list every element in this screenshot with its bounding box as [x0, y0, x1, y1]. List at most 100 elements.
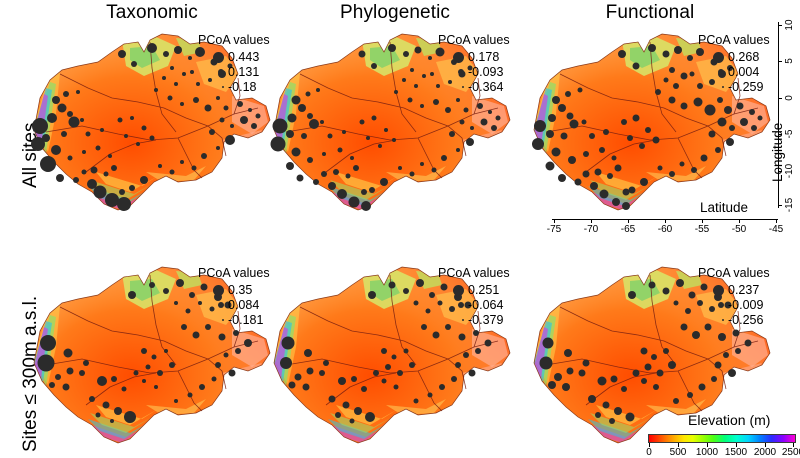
legend-row-mid: 0.084	[198, 298, 270, 313]
legend-dot-large	[698, 284, 724, 296]
legend-value-mid: 0.131	[228, 64, 260, 79]
legend-value-small: -0.379	[468, 312, 504, 327]
y-tick	[778, 61, 782, 62]
legend-value-large: 0.237	[728, 282, 760, 297]
legend-value-large: 0.178	[468, 49, 500, 64]
y-tick	[778, 134, 782, 135]
y-tick	[778, 98, 782, 99]
legend-value-large: 0.443	[228, 49, 260, 64]
legend-row-large: 0.268	[698, 50, 770, 65]
colorbar-tick	[678, 443, 679, 447]
y-tick-label: 0	[784, 95, 795, 101]
legend-row-small: -0.181	[198, 313, 270, 328]
legend-dot-large	[198, 284, 224, 296]
y-tick-label: -15	[784, 197, 795, 213]
legend-dot-mid	[698, 302, 724, 308]
y-tick-label: 5	[784, 58, 795, 64]
size-legend-low-taxonomic: PCoA values 0.35 0.084 -0.181	[198, 267, 270, 328]
legend-row-large: 0.251	[438, 283, 510, 298]
colorbar-tick	[765, 443, 766, 447]
legend-row-small: -0.259	[698, 80, 770, 95]
panel-all-phylogenetic: PCoA values 0.178 -0.093 -0.364	[266, 22, 516, 217]
x-tick	[554, 219, 555, 223]
elevation-colorbar: 0 500 1000 1500 2000 2500	[646, 434, 800, 458]
legend-row-large: 0.35	[198, 283, 270, 298]
colorbar-tick-label: 1000	[695, 447, 719, 458]
size-legend-low-functional: PCoA values 0.237 -0.009 -0.256	[698, 267, 770, 328]
legend-value-mid: -0.064	[468, 297, 504, 312]
x-tick	[591, 219, 592, 223]
legend-value-small: -0.364	[468, 79, 504, 94]
legend-dot-large	[438, 284, 464, 296]
size-legend-all-phylogenetic: PCoA values 0.178 -0.093 -0.364	[438, 34, 510, 95]
colorbar-tick-label: 1500	[724, 447, 748, 458]
legend-row-mid: -0.064	[438, 298, 510, 313]
legend-value-mid: 0.084	[228, 297, 260, 312]
colorbar-tick-label: 2000	[753, 447, 777, 458]
size-legend-all-functional: PCoA values 0.268 0.004 -0.259	[698, 34, 770, 95]
pcoa-points-low-taxonomic	[37, 279, 252, 423]
pcoa-points-all-taxonomic	[31, 43, 261, 211]
map-raster-low-phylogenetic	[266, 255, 516, 450]
longitude-axis-title: Longitude	[770, 122, 785, 182]
legend-dot-mid	[698, 69, 724, 75]
legend-row-mid: 0.131	[198, 65, 270, 80]
y-tick	[778, 25, 782, 26]
panel-low-functional: PCoA values 0.237 -0.009 -0.256	[526, 255, 776, 450]
x-tick-label: -65	[620, 224, 636, 235]
panel-all-taxonomic: PCoA values 0.443 0.131 -0.18	[26, 22, 276, 217]
legend-row-mid: -0.093	[438, 65, 510, 80]
size-legend-all-taxonomic: PCoA values 0.443 0.131 -0.18	[198, 34, 270, 95]
x-tick-label: -75	[546, 224, 562, 235]
colorbar-tick	[707, 443, 708, 447]
legend-row-small: -0.364	[438, 80, 510, 95]
legend-row-large: 0.237	[698, 283, 770, 298]
legend-dot-large	[438, 51, 464, 63]
legend-dot-mid	[198, 69, 224, 75]
pcoa-points-all-phylogenetic	[270, 44, 501, 211]
legend-value-small: -0.256	[728, 312, 764, 327]
x-tick-label: -45	[768, 224, 784, 235]
legend-dot-small	[698, 86, 724, 88]
legend-row-mid: -0.009	[698, 298, 770, 313]
legend-dot-mid	[438, 302, 464, 308]
x-tick-label: -55	[694, 224, 710, 235]
pcoa-points-all-functional	[532, 44, 763, 210]
colorbar-gradient	[648, 434, 796, 443]
legend-dot-small	[198, 86, 224, 88]
panel-low-phylogenetic: PCoA values 0.251 -0.064 -0.379	[266, 255, 516, 450]
x-tick	[628, 219, 629, 223]
pcoa-points-low-functional	[539, 279, 752, 424]
legend-value-large: 0.35	[228, 282, 253, 297]
latitude-axis: -75 -70 -65 -60 -55 -50 -45	[547, 219, 783, 239]
legend-row-large: 0.178	[438, 50, 510, 65]
panel-all-functional: PCoA values 0.268 0.004 -0.259	[526, 22, 776, 217]
colorbar-tick	[793, 443, 794, 447]
x-tick	[702, 219, 703, 223]
panel-low-taxonomic: PCoA values 0.35 0.084 -0.181	[26, 255, 276, 450]
legend-dot-large	[698, 51, 724, 63]
colorbar-tick-label: 0	[646, 447, 652, 458]
x-tick	[665, 219, 666, 223]
y-tick-label: -10	[784, 163, 795, 179]
legend-dot-small	[438, 319, 464, 321]
legend-dot-small	[198, 319, 224, 321]
y-tick	[778, 205, 782, 206]
y-tick-label: 10	[784, 19, 795, 31]
colorbar-title: Elevation (m)	[688, 412, 771, 428]
legend-value-mid: -0.093	[468, 64, 504, 79]
latitude-axis-title: Latitude	[700, 200, 749, 215]
column-title-functional: Functional	[605, 2, 695, 23]
legend-dot-small	[438, 86, 464, 88]
column-title-phylogenetic: Phylogenetic	[340, 2, 450, 23]
legend-title: PCoA values	[198, 266, 270, 280]
legend-value-small: -0.18	[228, 79, 257, 94]
legend-row-small: -0.379	[438, 313, 510, 328]
legend-row-small: -0.256	[698, 313, 770, 328]
x-tick	[776, 219, 777, 223]
legend-row-mid: 0.004	[698, 65, 770, 80]
map-raster-low-taxonomic	[26, 255, 276, 450]
x-tick	[739, 219, 740, 223]
pcoa-points-low-phylogenetic	[280, 279, 492, 424]
